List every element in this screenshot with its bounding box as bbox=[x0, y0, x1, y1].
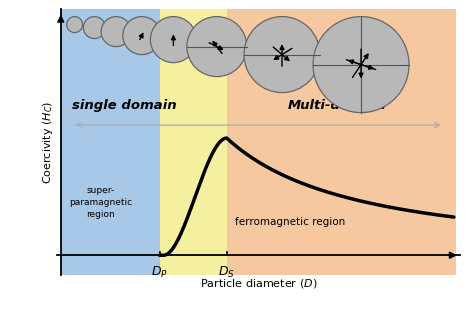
Text: super-
paramagnetic
region: super- paramagnetic region bbox=[69, 186, 132, 218]
Ellipse shape bbox=[150, 17, 196, 63]
Ellipse shape bbox=[244, 17, 320, 93]
Text: Multi-domain: Multi-domain bbox=[288, 99, 387, 112]
Y-axis label: Coercivity ($H_C$): Coercivity ($H_C$) bbox=[41, 100, 55, 183]
Ellipse shape bbox=[67, 17, 82, 32]
Ellipse shape bbox=[101, 17, 131, 46]
Text: single domain: single domain bbox=[72, 99, 176, 112]
Text: ferromagnetic region: ferromagnetic region bbox=[235, 217, 345, 227]
X-axis label: Particle diameter ($D$): Particle diameter ($D$) bbox=[200, 277, 317, 290]
Ellipse shape bbox=[83, 17, 105, 39]
Ellipse shape bbox=[187, 17, 247, 76]
Text: $D_P$: $D_P$ bbox=[151, 265, 168, 280]
Text: $D_S$: $D_S$ bbox=[218, 265, 235, 280]
Bar bbox=[61, 9, 160, 275]
Ellipse shape bbox=[313, 17, 409, 113]
Ellipse shape bbox=[123, 17, 161, 55]
Bar bbox=[227, 9, 456, 275]
Bar bbox=[160, 9, 227, 275]
